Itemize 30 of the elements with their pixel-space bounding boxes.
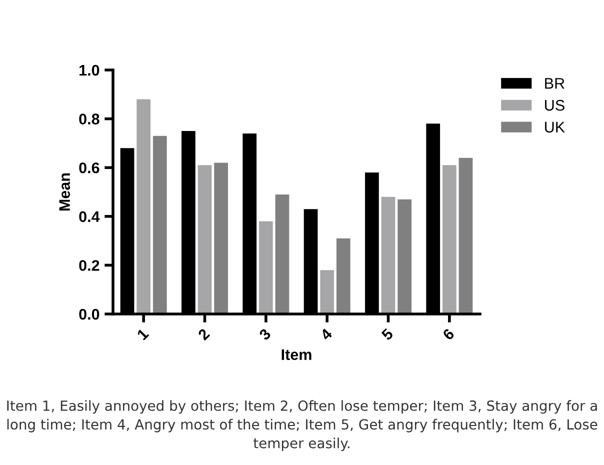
x-axis-title: Item	[282, 349, 312, 360]
bar	[198, 165, 212, 314]
bar	[458, 158, 473, 314]
x-tick-label: 4	[320, 328, 333, 341]
x-tick-label: 3	[258, 328, 272, 341]
y-axis-title: Mean	[59, 173, 70, 211]
bar	[214, 162, 228, 314]
bar	[136, 99, 151, 314]
legend-label: UK	[545, 122, 565, 133]
y-tick-label: 1.0	[80, 64, 100, 76]
bar	[336, 238, 350, 314]
bar	[398, 199, 412, 314]
legend-label: US	[545, 100, 564, 111]
bar	[442, 165, 456, 314]
bar	[275, 194, 290, 314]
bar	[381, 196, 396, 314]
legend-label: BR	[545, 78, 564, 89]
x-tick-label: 1	[136, 328, 150, 340]
y-tick-label: 0.2	[79, 260, 100, 271]
bar	[320, 270, 334, 314]
x-tick-label: 5	[380, 328, 394, 341]
y-tick-label: 0.0	[79, 308, 100, 320]
y-tick-label: 0.6	[79, 162, 100, 174]
y-tick-label: 0.8	[79, 114, 100, 124]
x-tick-label: 2	[197, 328, 210, 341]
x-tick-label: 6	[442, 328, 455, 341]
text: Item 1, Easily annoyed by others; Item 2, Often lose temper; Item 3, Stay angry for a long time; Item 4, Angry most of the time; Item 5, Get angry frequently; Item 6, Lose temper easily.	[7, 400, 598, 452]
y-tick-label: 0.4	[79, 211, 100, 222]
bar	[258, 221, 273, 314]
bar	[152, 136, 167, 314]
